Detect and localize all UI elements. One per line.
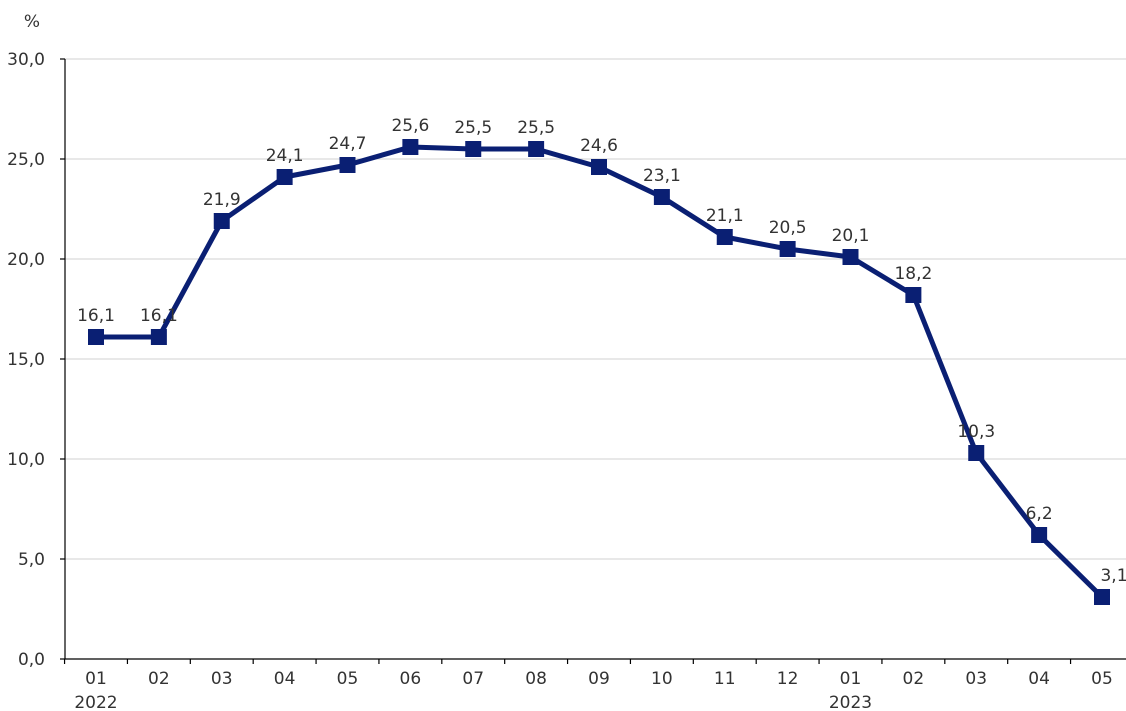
y-tick-label: 25,0 bbox=[7, 150, 45, 170]
data-point-marker bbox=[716, 229, 733, 245]
data-label: 21,1 bbox=[706, 206, 744, 226]
x-tick-label: 09 bbox=[588, 669, 610, 689]
y-unit-label: % bbox=[24, 12, 40, 32]
data-label: 24,6 bbox=[580, 136, 618, 156]
x-tick-label: 01 bbox=[85, 669, 107, 689]
x-axis-tick-labels: 01 02 03 04 05 06 07 08 09 10 11 12 01 02 03 04 05 2022 20… bbox=[74, 669, 1112, 711]
data-point-marker bbox=[339, 157, 356, 173]
data-point-marker bbox=[779, 241, 796, 257]
axes bbox=[60, 58, 1126, 664]
data-point-marker bbox=[528, 141, 545, 157]
data-label: 20,5 bbox=[769, 218, 807, 238]
data-label: 6,2 bbox=[1026, 504, 1053, 524]
x-tick-label: 08 bbox=[525, 669, 547, 689]
data-label: 20,1 bbox=[832, 226, 870, 246]
x-tick-label: 11 bbox=[714, 669, 736, 689]
x-tick-label: 05 bbox=[1091, 669, 1113, 689]
data-label: 24,7 bbox=[329, 134, 367, 154]
x-tick-label: 07 bbox=[462, 669, 484, 689]
x-tick-label: 02 bbox=[903, 669, 925, 689]
x-tick-label: 03 bbox=[965, 669, 987, 689]
data-label: 23,1 bbox=[643, 166, 681, 186]
y-tick-label: 30,0 bbox=[7, 50, 45, 70]
y-tick-label: 20,0 bbox=[7, 250, 45, 270]
data-label: 10,3 bbox=[957, 422, 995, 442]
data-label: 25,5 bbox=[454, 118, 492, 138]
data-point-marker bbox=[276, 169, 293, 185]
y-tick-label: 5,0 bbox=[18, 550, 45, 570]
x-tick-label: 03 bbox=[211, 669, 233, 689]
x-tick-label: 02 bbox=[148, 669, 170, 689]
series-line bbox=[96, 144, 1104, 599]
y-tick-label: 10,0 bbox=[7, 450, 45, 470]
data-label: 16,1 bbox=[77, 306, 115, 326]
data-point-marker bbox=[1031, 527, 1048, 543]
x-year-label: 2022 bbox=[74, 693, 117, 711]
data-point-marker bbox=[905, 287, 922, 303]
data-point-marker bbox=[842, 249, 859, 265]
y-tick-label: 15,0 bbox=[7, 350, 45, 370]
data-point-marker bbox=[968, 445, 985, 461]
data-point-marker bbox=[653, 189, 670, 205]
data-label: 3,1 bbox=[1100, 566, 1126, 586]
data-point-marker bbox=[465, 141, 482, 157]
data-label: 18,2 bbox=[894, 264, 932, 284]
data-label: 21,9 bbox=[203, 190, 241, 210]
series-line-path bbox=[96, 144, 1104, 599]
data-label: 25,6 bbox=[391, 116, 429, 136]
series-markers bbox=[88, 139, 1110, 605]
x-tick-label: 05 bbox=[337, 669, 359, 689]
x-tick-label: 12 bbox=[777, 669, 799, 689]
data-point-marker bbox=[591, 159, 607, 175]
x-tick-label: 04 bbox=[274, 669, 296, 689]
data-point-marker bbox=[213, 213, 230, 229]
data-labels: 16,1 16,1 21,9 24,1 24,7 25,6 25,5 25,5 24,6 23,1… bbox=[77, 116, 1126, 586]
x-tick-label: 10 bbox=[651, 669, 673, 689]
y-tick-label: 0,0 bbox=[18, 650, 45, 670]
x-tick-label: 01 bbox=[840, 669, 862, 689]
data-label: 25,5 bbox=[517, 118, 555, 138]
gridlines bbox=[65, 58, 1126, 560]
x-tick-label: 04 bbox=[1028, 669, 1050, 689]
x-tick-label: 06 bbox=[400, 669, 422, 689]
data-point-marker bbox=[150, 329, 167, 345]
data-point-marker bbox=[1094, 589, 1110, 605]
y-axis-tick-labels: 0,0 5,0 10,0 15,0 20,0 25,0 30,0 bbox=[7, 50, 45, 670]
x-year-label: 2023 bbox=[829, 693, 872, 711]
data-label: 16,1 bbox=[140, 306, 178, 326]
data-point-marker bbox=[88, 329, 104, 345]
data-label: 24,1 bbox=[266, 146, 304, 166]
data-point-marker bbox=[402, 139, 419, 155]
